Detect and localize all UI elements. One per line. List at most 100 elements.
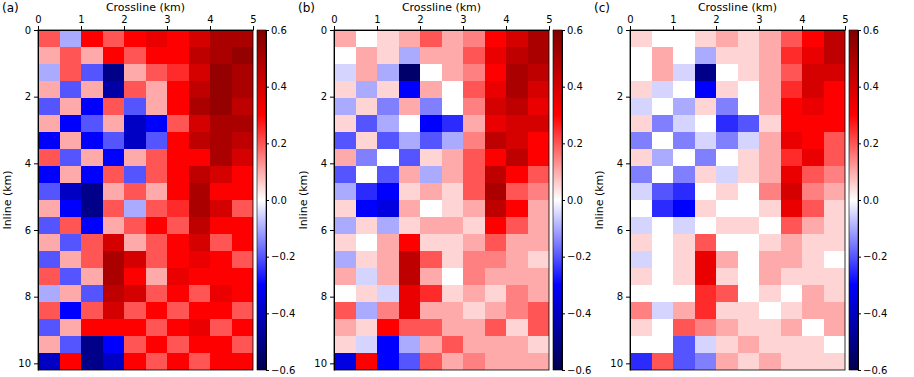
plot-frame [334,30,549,370]
heatmap-cell [210,166,232,184]
heatmap-cell [167,302,189,320]
heatmap-cell [506,98,528,116]
heatmap-cell [420,251,442,269]
panel: 0123450246810Crossline (km)Inline (km)(a… [1,1,295,376]
heatmap-cell [506,319,528,337]
heatmap-cell [759,302,781,320]
colorbar-axis-tick-mark [562,87,565,88]
x-axis: 012345 [35,14,256,31]
heatmap-cell [38,200,60,218]
heatmap-cell [38,251,60,269]
heatmap-cell [485,268,507,286]
y-axis-tick-label: 6 [321,225,327,236]
heatmap-cell [781,234,803,252]
heatmap-cell [356,319,378,337]
heatmap-cell [463,183,485,201]
heatmap-cell [695,30,717,48]
heatmap-cell [189,64,211,82]
heatmap-cell [38,81,60,99]
x-axis-tick-label: 0 [331,14,337,25]
heatmap-cell [485,81,507,99]
heatmap-cell [463,64,485,82]
heatmap-cell [759,285,781,303]
heatmap-cell [356,166,378,184]
x-axis-tick: 2 [713,14,719,30]
heatmap-cell [167,47,189,65]
heatmap-cell [673,81,695,99]
heatmap-cell [652,200,674,218]
heatmap-cell [738,132,760,150]
heatmap-cell [695,234,717,252]
heatmap-cell [232,217,254,235]
colorbar-axis-tick-label: 0.6 [271,25,287,36]
heatmap-cell [399,149,421,167]
heatmap-cell [399,115,421,133]
heatmap-cell [802,319,824,337]
heatmap-cell [506,81,528,99]
heatmap-cell [334,336,356,354]
heatmap-cell [442,200,464,218]
heatmap-cell [485,47,507,65]
heatmap-cell [673,217,695,235]
heatmap-cell [146,30,168,48]
heatmap-cell [442,217,464,235]
colorbar-axis-tick-label: 0.6 [863,25,879,36]
heatmap-cell [673,132,695,150]
heatmap-cell [630,251,652,269]
x-axis-tick-mark [167,26,168,30]
y-axis-tick: 2 [321,91,334,102]
heatmap-cell [485,98,507,116]
heatmap-cell [630,183,652,201]
heatmap-cell [210,47,232,65]
heatmap-cell [824,285,846,303]
heatmap-cell [399,285,421,303]
heatmap-cell [124,183,146,201]
heatmap-cell [442,115,464,133]
colorbar-axis-tick: −0.6 [562,365,591,376]
heatmap-cell [802,81,824,99]
y-axis: 0246810 [18,25,38,371]
heatmap-cell [528,166,550,184]
x-axis-tick-mark [759,26,760,30]
heatmap-cell [652,183,674,201]
heatmap-cell [463,268,485,286]
heatmap-cell [377,183,399,201]
y-axis-tick-label: 6 [617,225,623,236]
x-axis-tick-label: 4 [207,14,213,25]
heatmap-cell [759,166,781,184]
heatmap-cell [781,217,803,235]
x-axis-title: Crossline (km) [106,1,185,14]
heatmap-cell [377,302,399,320]
x-axis-tick: 0 [627,14,633,30]
heatmap-cell [506,336,528,354]
x-axis-tick-label: 2 [417,14,423,25]
heatmap-cell [802,336,824,354]
colorbar-axis-tick: −0.6 [858,365,887,376]
heatmap-cell [695,336,717,354]
heatmap-cell [485,302,507,320]
heatmap-cell [630,149,652,167]
heatmap-cell [463,285,485,303]
heatmap-cell [124,64,146,82]
heatmap-cell [485,336,507,354]
heatmap-cell [146,353,168,370]
heatmap-cell [824,200,846,218]
heatmap-cell [759,251,781,269]
heatmap-cell [377,64,399,82]
heatmap-cell [38,183,60,201]
colorbar-axis-tick-label: −0.6 [863,365,887,376]
x-axis-tick: 3 [756,14,762,30]
heatmap-cell [146,217,168,235]
heatmap-cell [146,285,168,303]
heatmap-cell [167,64,189,82]
heatmap-cell [673,302,695,320]
x-axis-tick-mark [210,26,211,30]
heatmap-cell [802,200,824,218]
heatmap-cell [463,353,485,370]
heatmap-cell [673,353,695,370]
heatmap-cell [38,47,60,65]
heatmap-cell [399,81,421,99]
x-axis-title: Crossline (km) [698,1,777,14]
colorbar-axis-tick-label: 0.0 [863,195,879,206]
heatmap-cell [124,132,146,150]
